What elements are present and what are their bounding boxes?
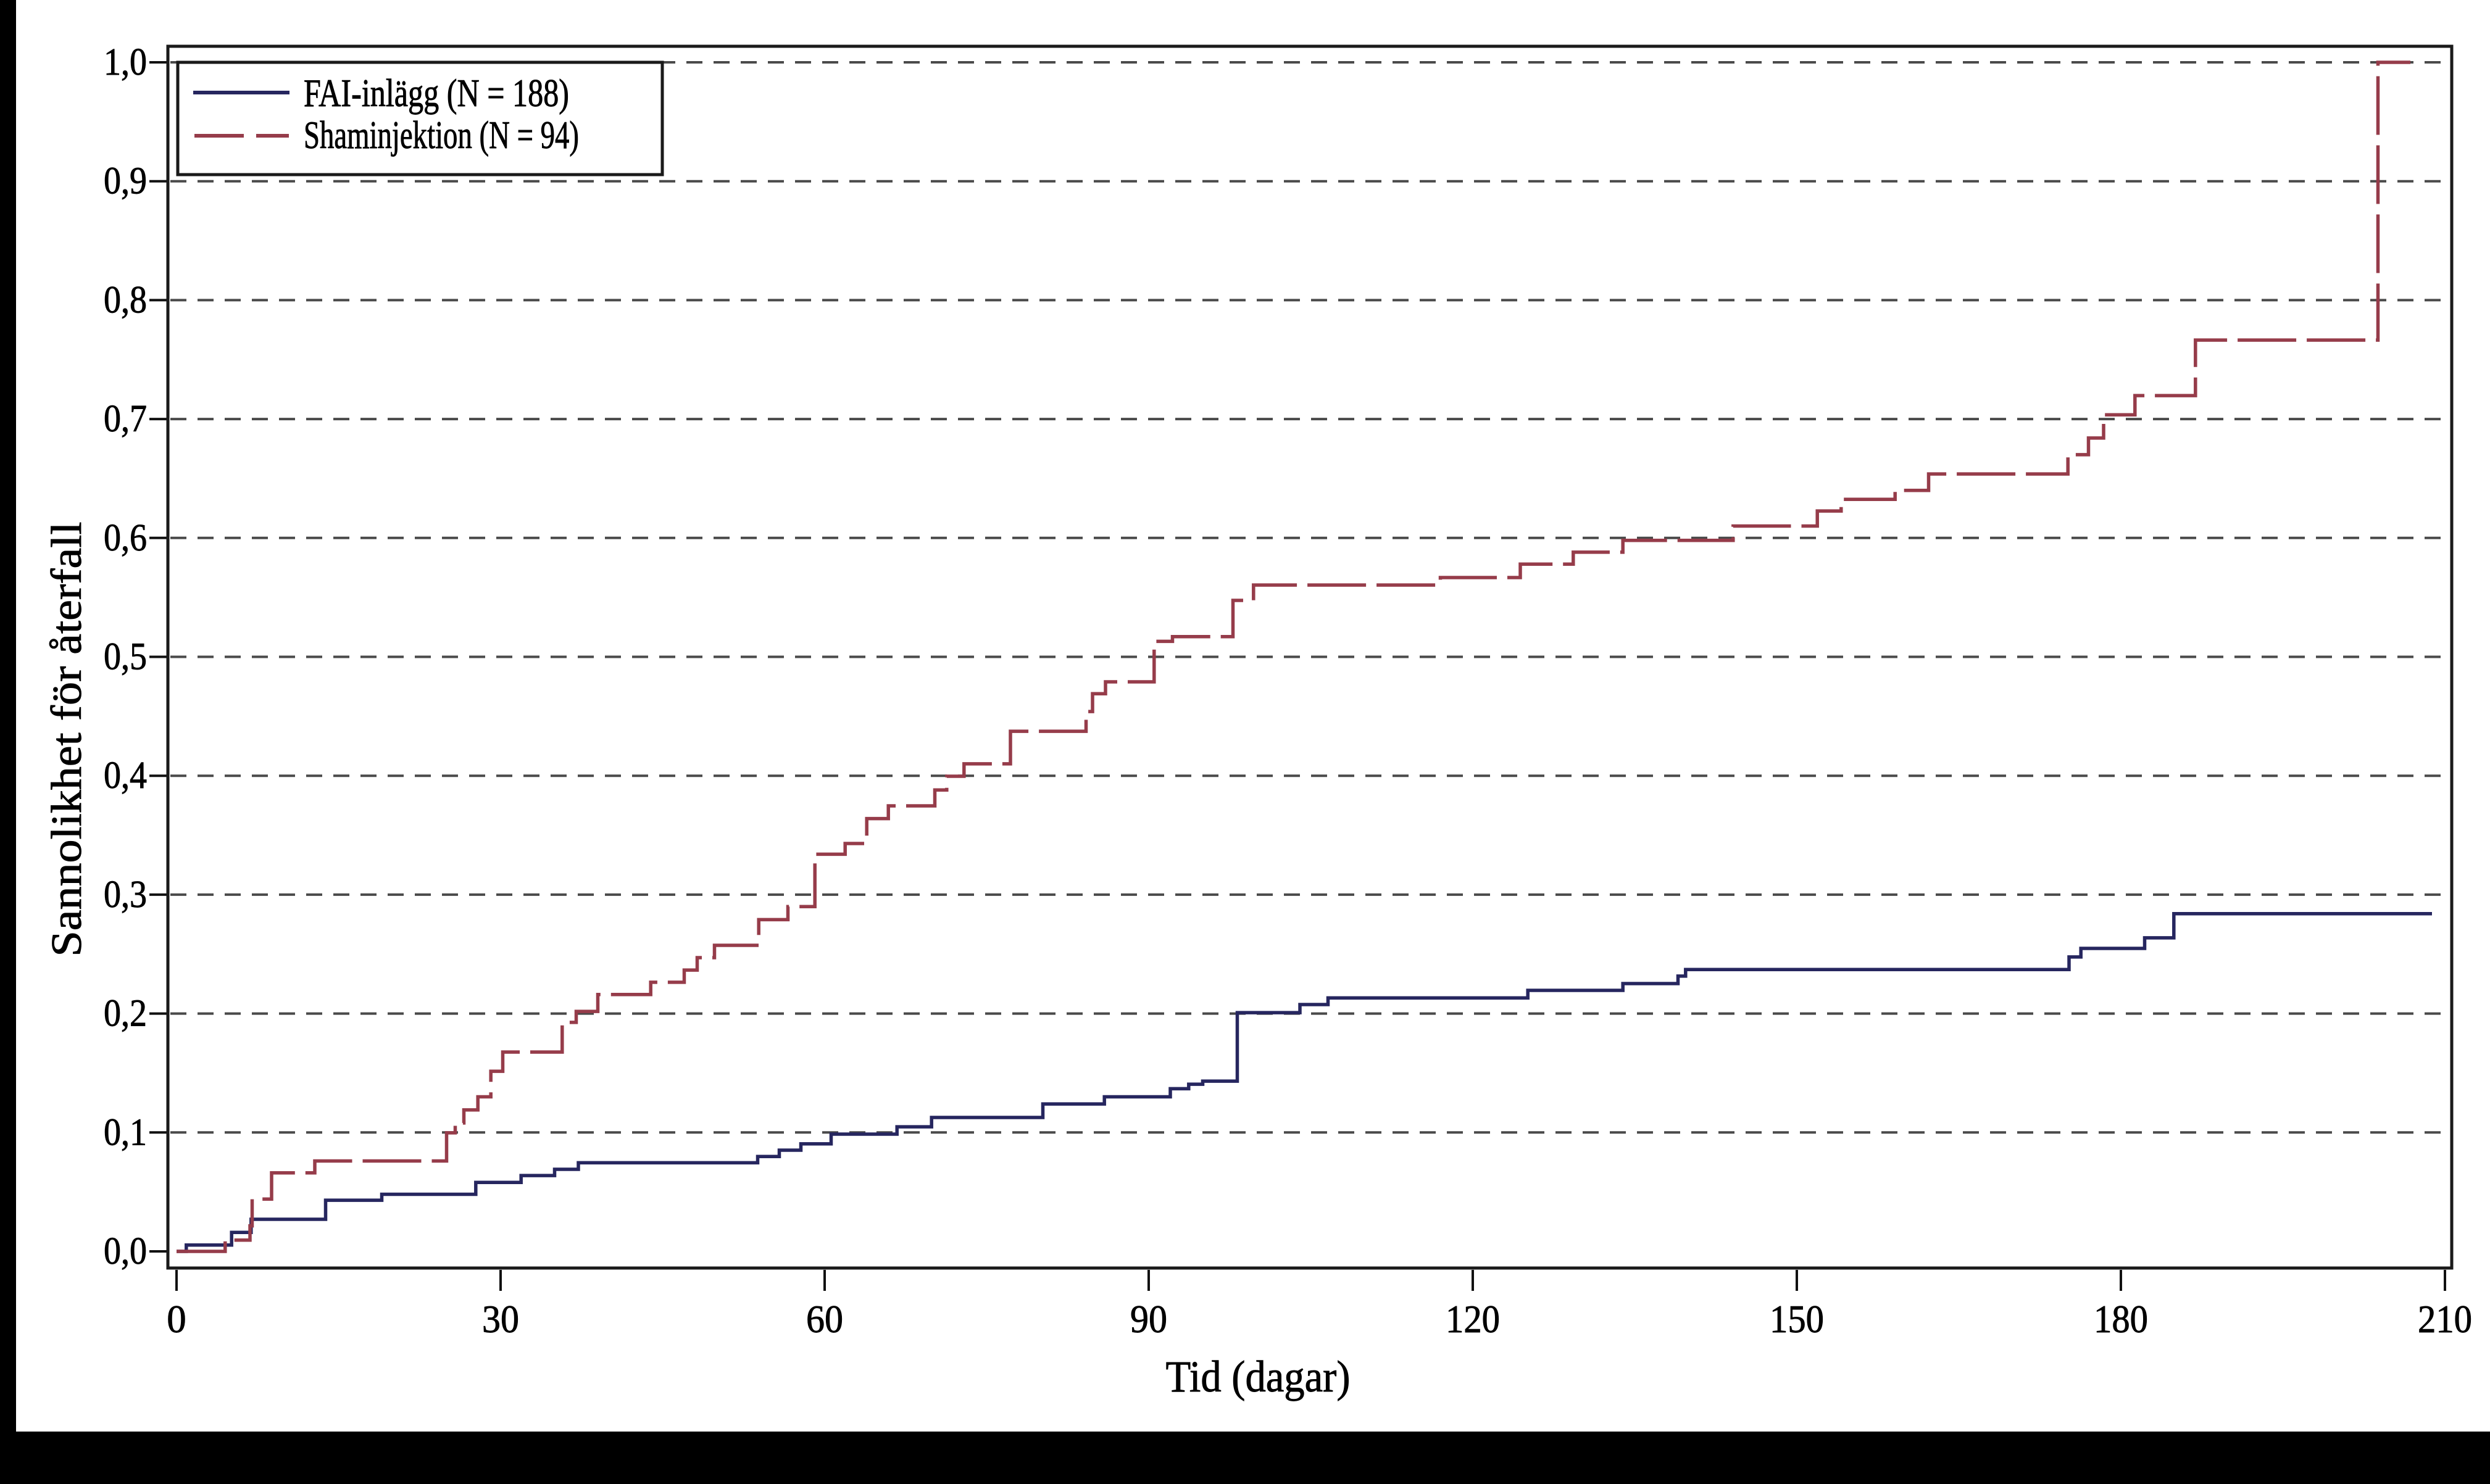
svg-text:1,0: 1,0 [104, 41, 147, 83]
svg-text:Sannolikhet för återfall: Sannolikhet för återfall [43, 522, 91, 957]
svg-text:0,5: 0,5 [104, 636, 147, 678]
svg-text:0,4: 0,4 [104, 755, 147, 797]
svg-text:Shaminjektion (N = 94): Shaminjektion (N = 94) [304, 113, 579, 157]
svg-text:0,7: 0,7 [104, 398, 147, 440]
svg-text:150: 150 [1770, 1298, 1824, 1341]
svg-text:30: 30 [482, 1298, 519, 1341]
svg-text:180: 180 [2094, 1298, 2148, 1341]
svg-text:120: 120 [1446, 1298, 1500, 1341]
svg-text:0,6: 0,6 [104, 517, 147, 559]
svg-text:0,1: 0,1 [104, 1111, 147, 1153]
svg-text:0,2: 0,2 [104, 993, 147, 1035]
svg-text:0,3: 0,3 [104, 874, 147, 916]
svg-text:0,8: 0,8 [104, 279, 147, 321]
svg-text:0,9: 0,9 [104, 160, 147, 202]
svg-text:60: 60 [806, 1298, 843, 1341]
svg-text:0,0: 0,0 [104, 1230, 147, 1272]
svg-text:Tid (dagar): Tid (dagar) [1166, 1352, 1351, 1401]
svg-text:210: 210 [2418, 1298, 2472, 1341]
svg-text:0: 0 [167, 1298, 186, 1341]
svg-text:FAI-inlägg (N = 188): FAI-inlägg (N = 188) [304, 71, 569, 115]
svg-text:90: 90 [1130, 1298, 1167, 1341]
